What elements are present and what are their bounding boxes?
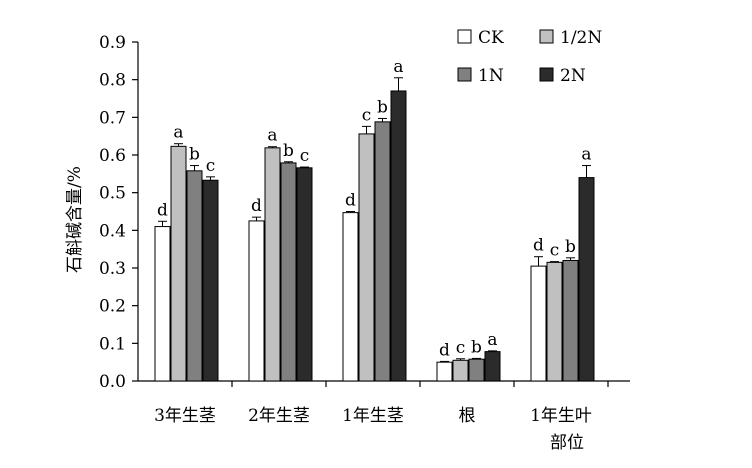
significance-label: b xyxy=(377,97,388,117)
y-tick-label: 0.1 xyxy=(99,334,126,354)
bar xyxy=(202,179,219,382)
bar xyxy=(248,220,265,382)
legend-label: 1/2N xyxy=(560,28,602,48)
bar xyxy=(186,170,203,382)
bar xyxy=(484,351,501,382)
significance-label: b xyxy=(189,145,200,165)
x-category-label: 1年生茎 xyxy=(342,406,404,426)
significance-label: d xyxy=(533,236,544,256)
y-tick-label: 0.9 xyxy=(99,33,126,53)
legend-label: 2N xyxy=(560,66,586,86)
bar xyxy=(170,145,187,382)
bar xyxy=(374,121,391,382)
x-axis-caption: 部位 xyxy=(550,433,584,453)
significance-label: d xyxy=(251,196,262,216)
bar xyxy=(578,177,595,382)
x-category-label: 3年生茎 xyxy=(154,406,216,426)
significance-label: d xyxy=(439,340,450,360)
legend-label: 1N xyxy=(478,66,504,86)
x-category-label: 2年生茎 xyxy=(248,406,310,426)
legend-swatch xyxy=(457,67,472,82)
y-tick-label: 0.6 xyxy=(99,146,126,166)
bar xyxy=(154,226,171,382)
significance-label: b xyxy=(471,337,482,357)
y-tick-label: 0.5 xyxy=(99,184,126,204)
y-tick-label: 0.8 xyxy=(99,71,126,91)
significance-label: c xyxy=(362,105,372,125)
y-tick-label: 0.7 xyxy=(99,108,126,128)
y-tick-label: 0.3 xyxy=(99,259,126,279)
bar xyxy=(452,359,469,382)
bar xyxy=(280,162,297,382)
bar xyxy=(530,265,547,382)
significance-label: d xyxy=(157,200,168,220)
y-tick-label: 0.0 xyxy=(99,372,126,392)
x-category-label: 根 xyxy=(459,406,476,426)
y-tick-label: 0.2 xyxy=(99,297,126,317)
bar xyxy=(296,167,313,382)
significance-label: a xyxy=(267,126,277,146)
significance-label: a xyxy=(487,330,497,350)
bar xyxy=(358,133,375,382)
bar xyxy=(390,90,407,382)
significance-label: a xyxy=(173,123,183,143)
significance-label: b xyxy=(283,141,294,161)
legend-swatch xyxy=(539,29,554,44)
bar xyxy=(562,259,579,382)
significance-label: c xyxy=(206,156,216,176)
bar xyxy=(342,212,359,382)
legend-swatch xyxy=(457,29,472,44)
significance-label: b xyxy=(565,237,576,257)
significance-label: a xyxy=(581,145,591,165)
y-tick-label: 0.4 xyxy=(99,221,126,241)
bar xyxy=(468,358,485,382)
significance-label: c xyxy=(550,241,560,261)
bar xyxy=(546,261,563,382)
significance-label: c xyxy=(456,338,466,358)
significance-label: a xyxy=(393,57,403,77)
significance-label: c xyxy=(300,146,310,166)
bar xyxy=(436,361,453,382)
significance-label: d xyxy=(345,191,356,211)
bar xyxy=(264,147,281,382)
legend-label: CK xyxy=(478,28,504,48)
y-axis-label: 石斛碱含量/% xyxy=(65,166,85,273)
x-category-label: 1年生叶 xyxy=(530,406,592,426)
legend-swatch xyxy=(539,67,554,82)
